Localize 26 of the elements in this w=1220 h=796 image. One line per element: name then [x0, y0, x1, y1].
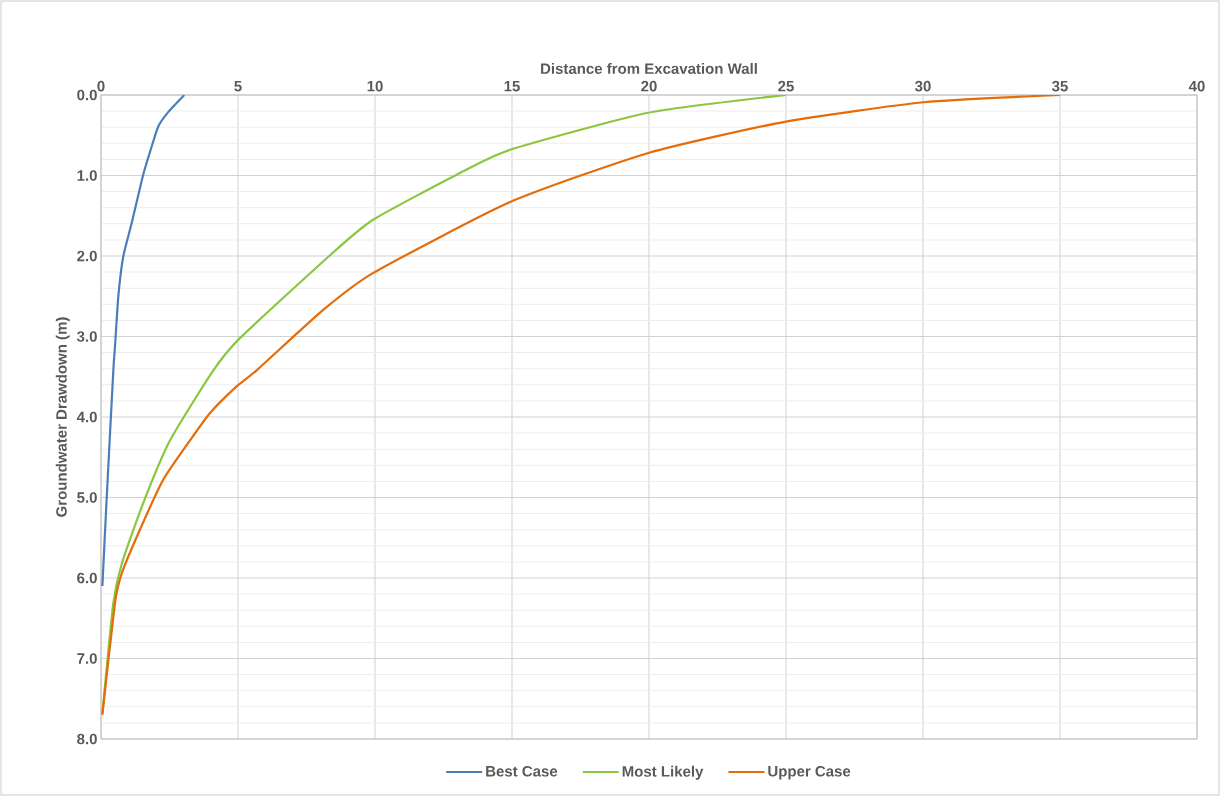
y-tick-label: 2.0: [77, 250, 97, 262]
legend-label: Best Case: [486, 765, 558, 777]
y-tick-label: 0.0: [77, 89, 97, 101]
y-tick-label: 6.0: [77, 572, 97, 584]
x-tick-label: 5: [234, 81, 242, 92]
y-tick-label: 8.0: [77, 733, 97, 745]
legend-label: Upper Case: [768, 765, 851, 780]
y-axis-title: Groundwater Drawdown (m): [55, 317, 70, 517]
line-series: [101, 95, 788, 715]
y-tick-label: 4.0: [76, 411, 97, 423]
x-tick-label: 20: [641, 80, 657, 92]
line-series: [101, 95, 186, 588]
x-tick-label: 40: [1188, 80, 1205, 92]
line-series: [101, 95, 1062, 716]
y-tick-label: 5.0: [77, 492, 97, 503]
legend-label: Most Likely: [622, 765, 704, 780]
y-tick-label: 3.0: [76, 331, 97, 342]
y-tick-label: 1.0: [77, 170, 97, 181]
y-tick-label: 7.0: [77, 653, 97, 664]
x-tick-label: 15: [504, 81, 520, 92]
x-axis-title: Distance from Excavation Wall: [541, 62, 757, 74]
x-tick-label: 0: [97, 80, 105, 92]
x-tick-label: 25: [778, 80, 794, 92]
x-tick-label: 10: [367, 80, 383, 92]
x-tick-label: 35: [1051, 80, 1068, 92]
x-tick-label: 30: [914, 80, 931, 92]
